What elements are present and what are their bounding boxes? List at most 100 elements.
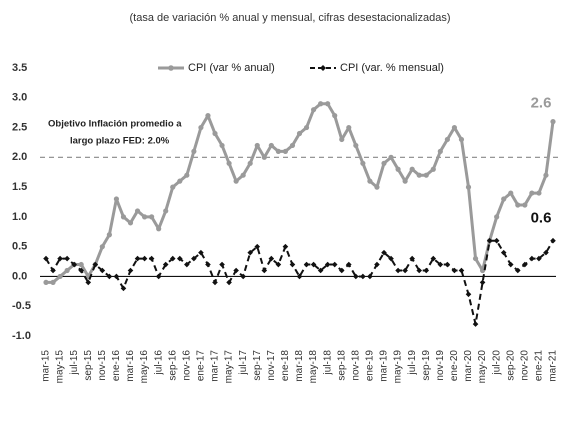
marker xyxy=(50,267,56,274)
series-line xyxy=(45,239,554,326)
x-tick-label: nov-15 xyxy=(97,350,108,381)
x-tick-label: may-18 xyxy=(308,350,319,384)
marker xyxy=(331,261,338,268)
chart-subtitle: (tasa de variación % anual y mensual, ci… xyxy=(130,12,451,24)
marker xyxy=(507,261,514,268)
x-tick-label: jul-19 xyxy=(407,350,418,376)
x-tick-label: jul-18 xyxy=(322,350,333,376)
marker xyxy=(430,166,436,172)
x-tick-label: mar-21 xyxy=(548,350,559,382)
marker xyxy=(458,136,465,143)
y-tick-label: 2.0 xyxy=(12,151,27,163)
marker xyxy=(78,261,84,268)
marker xyxy=(324,261,331,268)
marker xyxy=(162,261,169,268)
marker xyxy=(169,255,176,262)
marker xyxy=(416,267,423,274)
marker xyxy=(346,124,352,131)
marker xyxy=(472,321,479,327)
x-tick-label: may-19 xyxy=(393,350,404,384)
marker xyxy=(57,273,63,280)
marker xyxy=(176,255,183,262)
data-label: 0.6 xyxy=(531,210,552,227)
marker xyxy=(437,261,444,268)
marker xyxy=(296,130,303,137)
x-tick-label: mar-17 xyxy=(210,350,221,382)
data-label: 2.6 xyxy=(531,95,552,112)
x-tick-label: ene-17 xyxy=(196,350,207,382)
marker xyxy=(85,279,92,286)
x-tick-label: mar-15 xyxy=(41,350,52,382)
x-tick-label: sep-17 xyxy=(252,350,263,381)
marker xyxy=(127,267,134,274)
marker xyxy=(472,255,479,262)
marker xyxy=(353,142,359,149)
marker xyxy=(254,142,260,149)
x-tick-label: sep-18 xyxy=(336,350,347,381)
x-tick-label: may-20 xyxy=(477,350,488,384)
marker xyxy=(205,113,211,119)
marker xyxy=(550,237,556,244)
x-tick-label: ene-18 xyxy=(280,350,291,382)
x-tick-label: ene-21 xyxy=(534,350,545,382)
marker xyxy=(500,249,507,256)
marker xyxy=(113,273,120,280)
marker xyxy=(423,172,429,178)
marker xyxy=(120,214,127,220)
marker xyxy=(360,273,366,280)
x-tick-label: nov-19 xyxy=(435,350,446,381)
marker xyxy=(529,190,535,196)
marker xyxy=(113,196,120,202)
marker xyxy=(515,202,521,208)
marker xyxy=(254,243,261,250)
x-tick-label: nov-18 xyxy=(350,350,361,381)
marker xyxy=(261,267,268,274)
marker xyxy=(479,279,486,286)
marker xyxy=(134,208,141,214)
marker xyxy=(465,291,472,298)
marker xyxy=(303,261,310,268)
marker xyxy=(318,101,324,107)
marker xyxy=(416,172,422,178)
marker xyxy=(339,136,345,143)
marker xyxy=(529,255,535,262)
x-tick-label: sep-15 xyxy=(83,350,94,381)
marker xyxy=(149,214,155,220)
marker xyxy=(325,101,331,107)
marker xyxy=(296,273,303,280)
marker xyxy=(395,267,401,274)
marker xyxy=(444,136,450,143)
marker xyxy=(501,196,507,202)
marker xyxy=(212,279,218,286)
marker xyxy=(177,178,183,184)
marker xyxy=(57,255,63,262)
legend-marker xyxy=(320,65,326,71)
marker xyxy=(268,142,274,149)
marker xyxy=(430,255,437,262)
x-tick-label: ene-19 xyxy=(365,350,376,382)
marker xyxy=(494,214,500,220)
marker xyxy=(402,178,408,184)
marker xyxy=(261,154,267,160)
marker xyxy=(198,249,204,256)
marker xyxy=(332,113,338,119)
marker xyxy=(268,255,275,262)
marker xyxy=(374,184,380,190)
marker xyxy=(486,237,493,244)
marker xyxy=(92,261,99,268)
marker xyxy=(198,124,204,131)
marker xyxy=(233,178,239,184)
y-tick-label: 2.5 xyxy=(12,121,27,133)
marker xyxy=(409,255,415,262)
x-tick-label: mar-20 xyxy=(463,350,474,382)
marker xyxy=(78,267,85,274)
marker xyxy=(353,273,359,280)
marker xyxy=(338,267,345,274)
marker xyxy=(120,285,127,292)
legend-label: CPI (var. % mensual) xyxy=(340,62,444,74)
marker xyxy=(191,148,197,154)
annotation: Objetivo Inflación promedio a xyxy=(48,119,182,130)
marker xyxy=(275,148,281,154)
marker xyxy=(184,172,190,178)
marker xyxy=(282,148,289,154)
